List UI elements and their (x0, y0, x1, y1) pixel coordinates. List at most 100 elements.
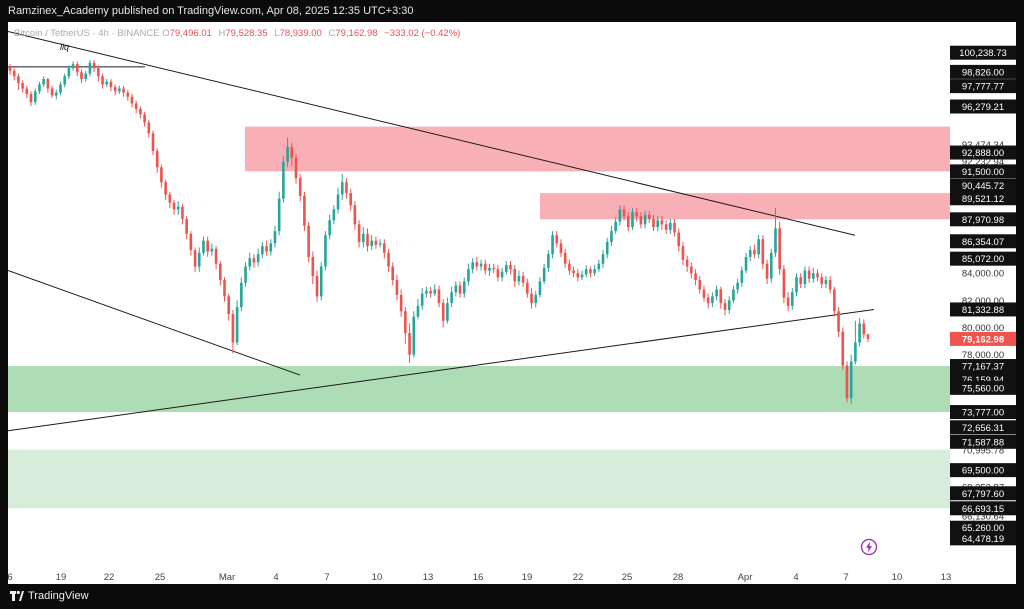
candle-body (799, 277, 803, 285)
x-tick-label: 13 (941, 572, 952, 583)
candle (277, 191, 281, 236)
candle-body (214, 248, 218, 264)
candle-body (277, 198, 281, 232)
candle (118, 85, 121, 94)
candle (673, 218, 676, 237)
candle-body (17, 76, 20, 84)
candle (593, 265, 596, 276)
candle-body (479, 263, 483, 267)
candle (555, 231, 559, 248)
candle-body (496, 269, 500, 278)
demand-zone[interactable] (8, 366, 950, 413)
candle (383, 239, 386, 259)
candle-body (244, 266, 247, 283)
candle-body (542, 267, 546, 282)
x-tick-label: 7 (843, 572, 848, 583)
candle (109, 79, 113, 92)
price-tag (950, 212, 1016, 227)
candle-body (458, 285, 462, 294)
candle (126, 89, 130, 101)
trendline-3[interactable] (8, 308, 875, 432)
candle (75, 61, 79, 77)
candle (210, 243, 214, 256)
chart-area[interactable]: 100,238.7398,826.0097,777.7796,279.2193,… (8, 22, 1016, 584)
candle (774, 208, 777, 257)
candle (416, 299, 420, 320)
candle-body (282, 161, 285, 199)
candle-body (353, 205, 357, 225)
candle-body (378, 243, 382, 245)
candle (269, 239, 273, 256)
candle-body (340, 182, 344, 195)
candle (551, 231, 554, 259)
candle (17, 73, 20, 90)
candle-body (862, 323, 866, 335)
x-tick-label: Apr (738, 572, 753, 583)
demand-light-zone[interactable] (8, 449, 950, 509)
candle-body (383, 243, 386, 253)
candle-body (698, 280, 702, 290)
candle (399, 289, 403, 317)
candle (622, 205, 626, 221)
candle (408, 323, 411, 363)
trendline-2[interactable] (8, 270, 301, 376)
symbol-name[interactable]: Bitcoin / TetherUS · 4h · BINANCE (14, 28, 160, 39)
candle (647, 210, 651, 223)
candle (33, 88, 37, 105)
candle-body (218, 263, 222, 281)
candle-body (366, 233, 369, 247)
tradingview-logo-icon[interactable] (10, 590, 24, 602)
tradingview-brand[interactable]: TradingView (28, 590, 89, 602)
candle-body (395, 280, 399, 295)
candle (462, 277, 466, 298)
candle (105, 79, 109, 88)
candle-body (80, 72, 83, 80)
candle (849, 354, 853, 404)
close-label: C (328, 28, 336, 39)
price-tag (950, 501, 1016, 516)
candle (143, 111, 146, 127)
supply-zone[interactable] (245, 126, 950, 172)
candle-body (858, 323, 861, 343)
candle-body (433, 289, 437, 294)
high-label: H (218, 28, 226, 39)
candle-body (181, 206, 184, 219)
candle-body (517, 275, 521, 282)
trendline-1[interactable] (8, 31, 856, 236)
candle-body (643, 214, 647, 225)
price-tag-label: 64,478.19 (962, 534, 1004, 545)
candle-body (8, 66, 12, 71)
price-tag (950, 164, 1016, 179)
x-tick-label: 16 (473, 572, 484, 583)
price-tag (950, 463, 1016, 478)
supply-zone[interactable] (540, 193, 950, 220)
header-bar: Ramzinex_Academy published on TradingVie… (0, 0, 1024, 22)
candle (601, 250, 605, 268)
candle-body (345, 182, 348, 194)
candle-body (256, 254, 260, 263)
candle (652, 214, 655, 232)
close-value: 79,162.98 (335, 28, 378, 39)
price-tag-label: 71,587.88 (962, 437, 1004, 448)
candle-body (639, 216, 643, 225)
candle-body (441, 303, 445, 321)
candle-body (631, 212, 634, 228)
candle-body (265, 246, 268, 252)
candle (820, 273, 824, 289)
candle (197, 247, 201, 272)
price-chart[interactable]: 100,238.7398,826.0097,777.7796,279.2193,… (8, 22, 1016, 584)
candle (319, 262, 323, 301)
candle-body (143, 114, 146, 123)
x-tick-label: 25 (155, 572, 166, 583)
price-tag (950, 191, 1016, 206)
candle-body (765, 263, 769, 279)
candle-body (332, 209, 336, 221)
candle-body (614, 221, 617, 232)
lightning-bolt-icon[interactable] (860, 538, 878, 556)
candle-body (46, 79, 50, 89)
candle-body (227, 296, 231, 314)
candle (635, 208, 638, 222)
candle-body (530, 293, 533, 304)
candle (168, 191, 172, 209)
candle-body (647, 214, 651, 219)
